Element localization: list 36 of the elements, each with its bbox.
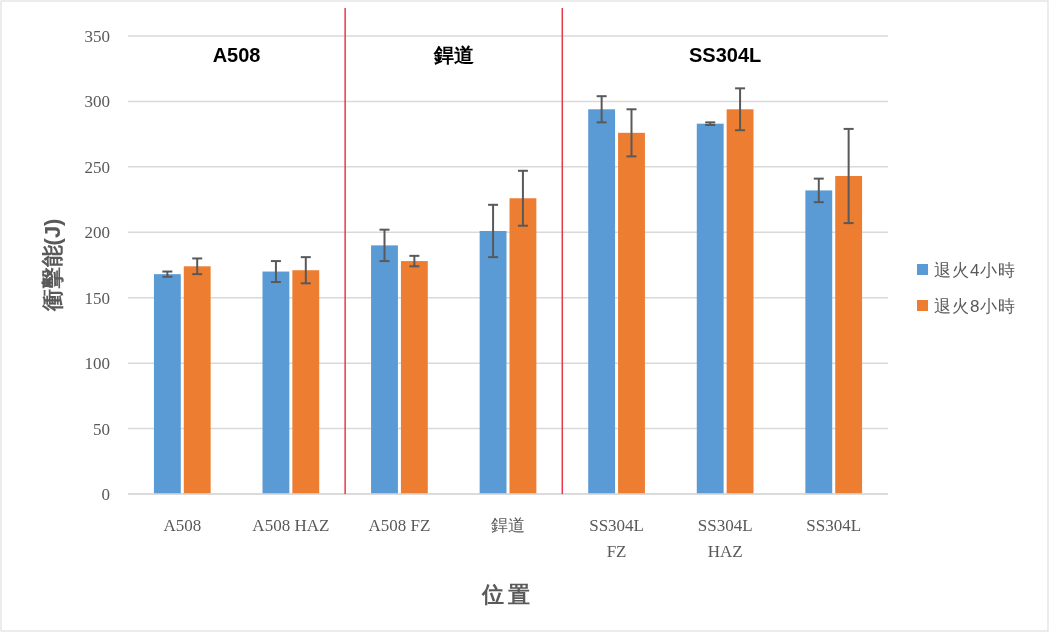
- bar: [153, 274, 181, 494]
- bar: [726, 109, 754, 494]
- y-tick-label: 200: [84, 223, 110, 243]
- bar: [400, 261, 428, 494]
- bar: [509, 198, 537, 494]
- x-tick-label: SS304L: [806, 516, 862, 535]
- legend-label: 退火8小時: [934, 297, 1017, 316]
- bar: [588, 109, 616, 494]
- y-tick-label: 250: [84, 157, 110, 177]
- y-tick-label: 50: [93, 419, 110, 439]
- y-tick-label: 150: [84, 288, 110, 308]
- x-tick-label: A508: [163, 516, 202, 535]
- bar: [696, 123, 724, 494]
- x-axis-title: 位置: [481, 582, 534, 607]
- y-tick-label: 350: [84, 27, 110, 46]
- x-tick-label: SS304L HAZ: [697, 516, 753, 561]
- bar: [292, 270, 320, 494]
- bar: [262, 271, 290, 494]
- annotation: SS304L: [689, 44, 762, 66]
- bar: [183, 266, 211, 494]
- legend-label: 退火4小時: [934, 261, 1017, 280]
- x-tick-label: SS304L FZ: [589, 516, 644, 561]
- y-tick-label: 0: [101, 485, 110, 504]
- y-tick-label: 100: [84, 354, 110, 374]
- bar: [618, 132, 645, 494]
- bar: [479, 230, 507, 494]
- x-tick-label: 銲道: [491, 516, 525, 535]
- annotation: A508: [212, 44, 261, 66]
- bar: [805, 190, 833, 494]
- bar: [835, 176, 863, 494]
- x-tick-label: A508 FZ: [368, 516, 431, 535]
- bar: [371, 245, 398, 494]
- y-axis-title: 衝擊能(J): [40, 218, 65, 313]
- x-tick-label: A508 HAZ: [252, 516, 330, 535]
- annotation: 銲道: [432, 44, 474, 66]
- y-tick-label: 300: [84, 92, 110, 112]
